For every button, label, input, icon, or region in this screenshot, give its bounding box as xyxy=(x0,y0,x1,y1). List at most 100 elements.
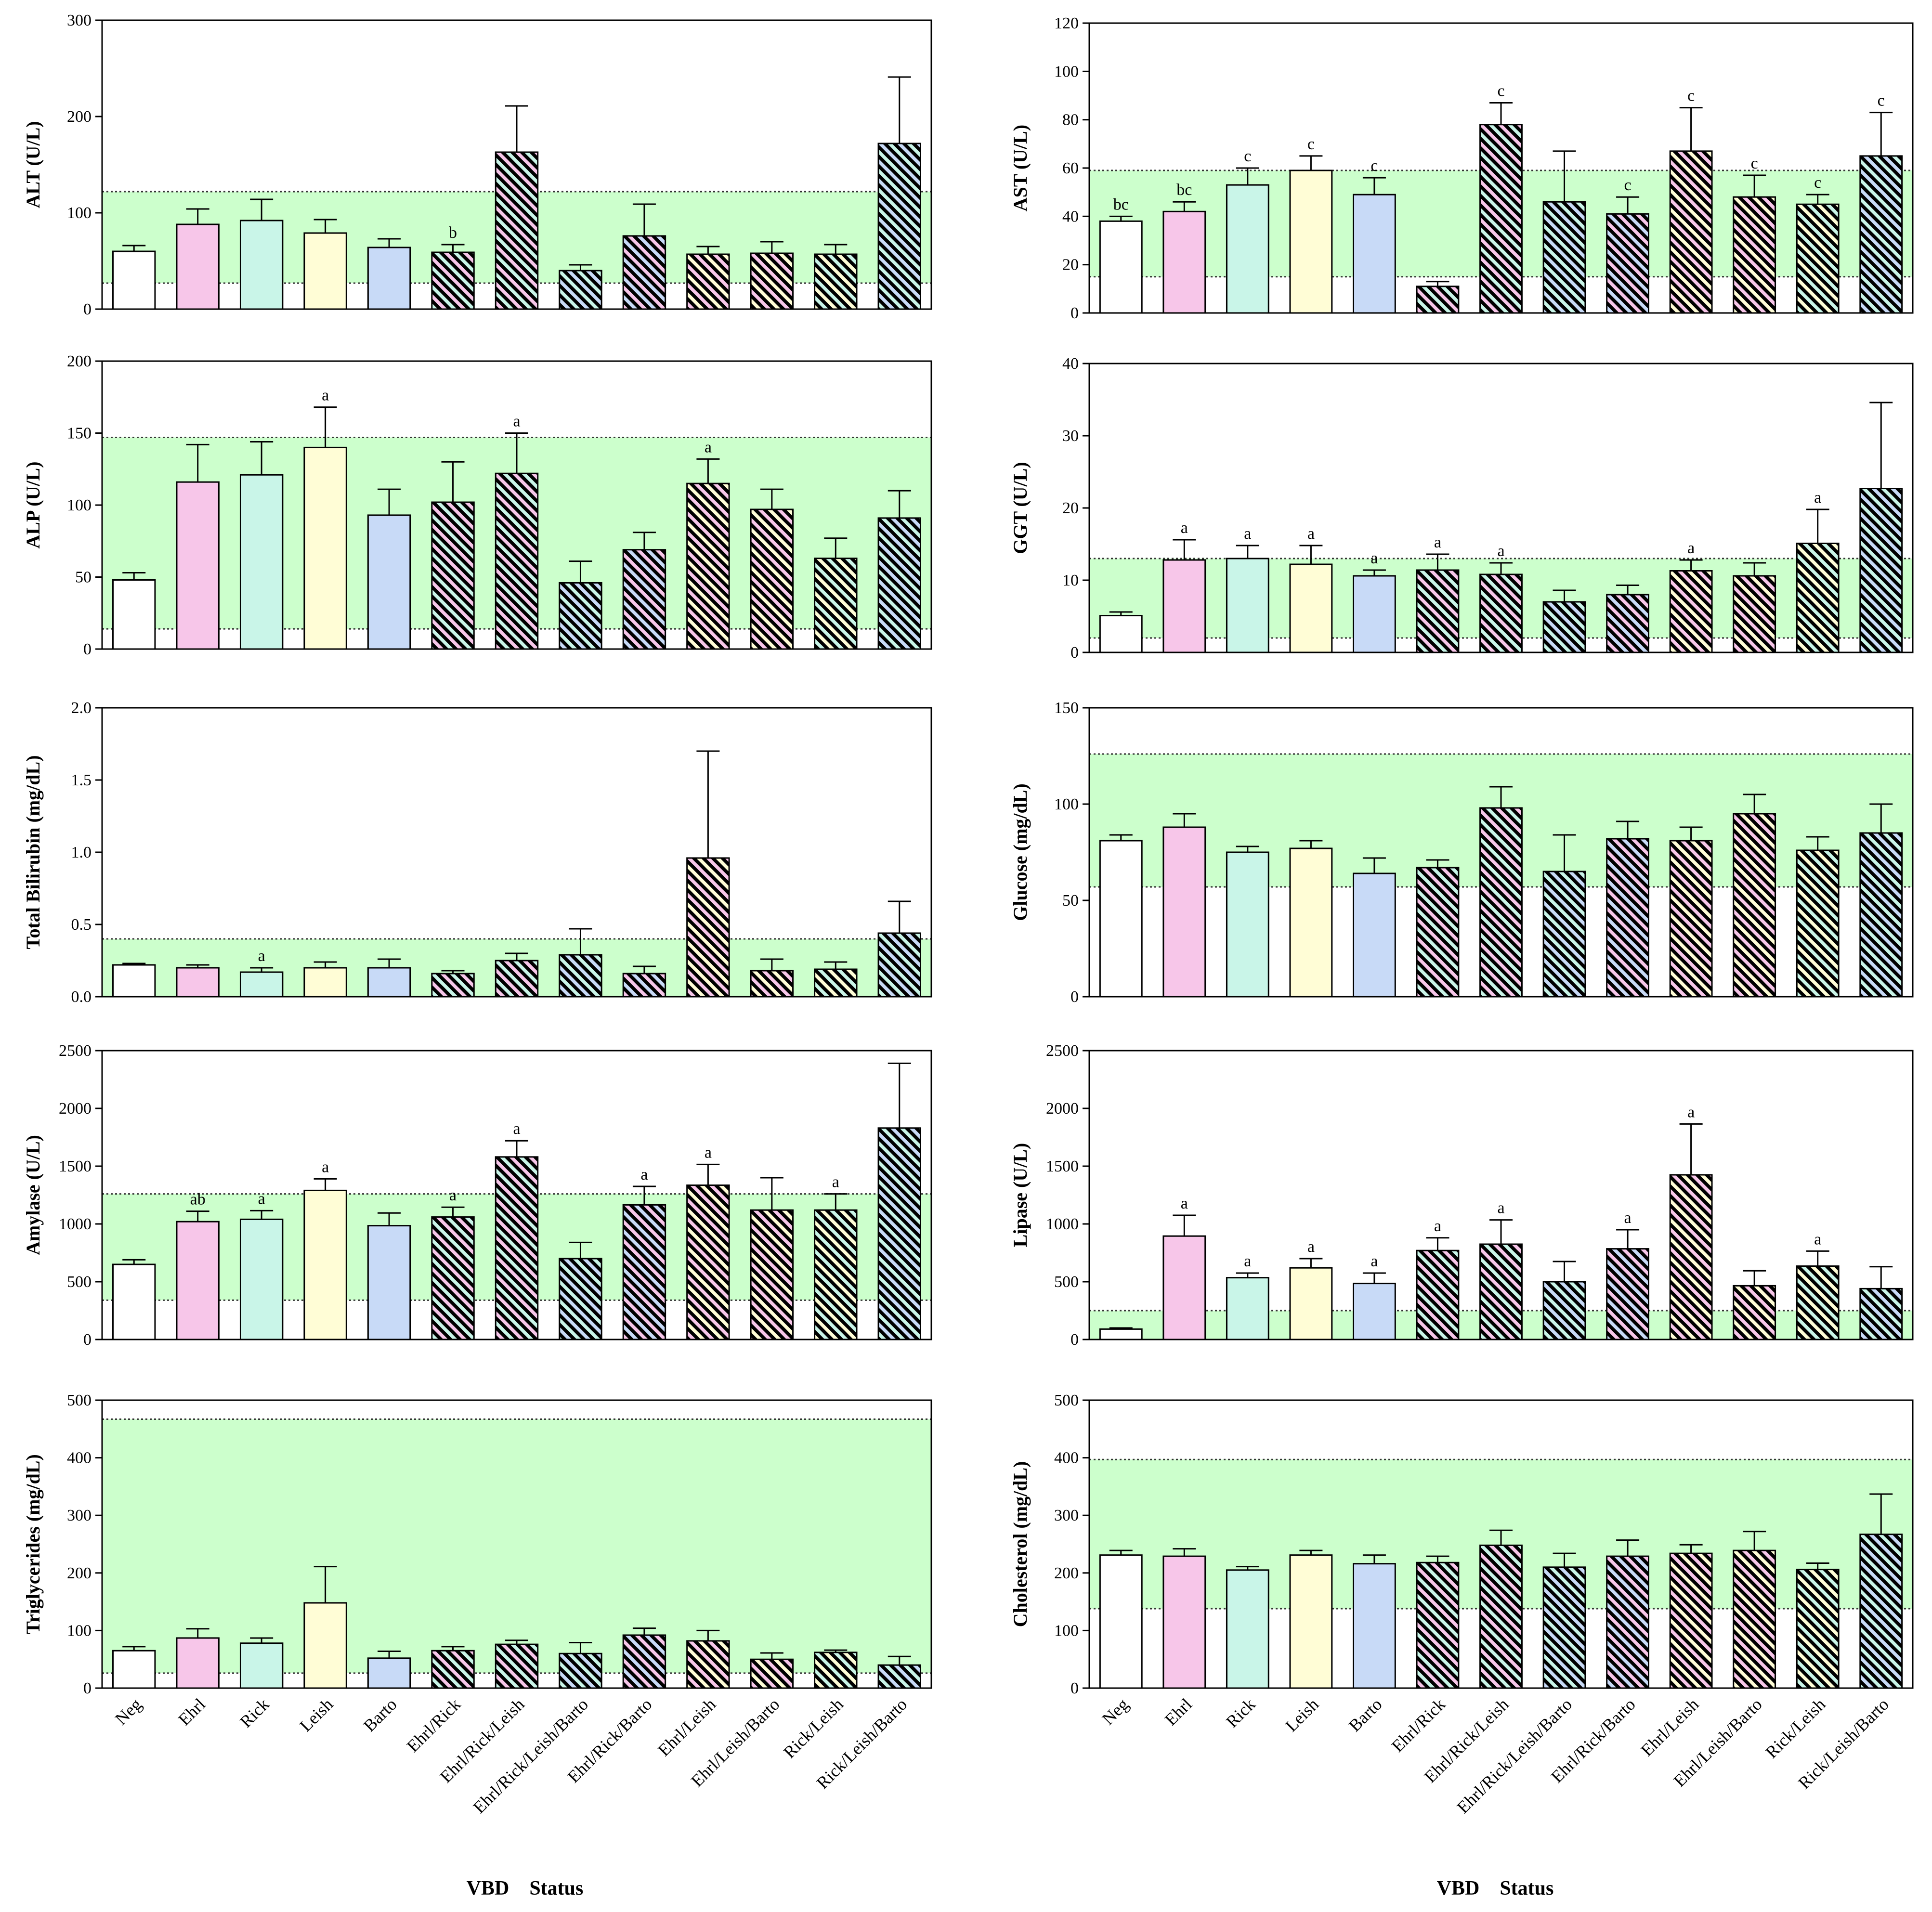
y-tick-label: 50 xyxy=(75,569,91,586)
bar xyxy=(495,1643,539,1689)
category-label: Rick/Leish xyxy=(780,1694,847,1762)
bar xyxy=(495,472,539,650)
y-tick-label: 10 xyxy=(1062,572,1079,589)
bar xyxy=(1226,851,1269,998)
y-tick-label: 0 xyxy=(83,640,91,658)
significance-letter: a xyxy=(322,1158,329,1176)
bar xyxy=(367,1657,411,1689)
significance-letter: a xyxy=(1181,519,1188,537)
significance-letter: a xyxy=(832,1173,839,1191)
x-axis-title-left: VBD Status xyxy=(467,1877,584,1899)
plot-frame xyxy=(1088,1399,1914,1689)
bar xyxy=(877,1664,921,1689)
category-label: Barto xyxy=(360,1694,401,1735)
plot-frame xyxy=(1088,1050,1914,1340)
y-tick-label: 2500 xyxy=(59,1042,91,1060)
bar xyxy=(176,481,220,650)
bar xyxy=(1606,1248,1649,1340)
category-label: Rick/Leish xyxy=(1762,1694,1829,1762)
y-tick-label: 1000 xyxy=(1046,1215,1079,1233)
significance-letter: a xyxy=(1434,533,1441,551)
y-tick-label: 0.5 xyxy=(71,916,92,934)
y-tick-label: 0.0 xyxy=(71,988,92,1006)
bar xyxy=(559,954,602,998)
significance-letter: a xyxy=(449,1186,457,1204)
category-label: Ehrl/Leish xyxy=(1637,1694,1703,1760)
significance-letter: a xyxy=(1371,549,1378,567)
bar xyxy=(303,1189,347,1340)
y-axis-label: Amylase (U/L) xyxy=(22,1135,44,1255)
significance-letter: c xyxy=(1814,174,1821,192)
significance-letter: a xyxy=(1814,1230,1821,1248)
bar xyxy=(1289,1267,1333,1340)
bar xyxy=(1289,1554,1333,1689)
bar xyxy=(622,549,666,650)
bar xyxy=(686,1640,730,1689)
significance-letter: ab xyxy=(190,1191,206,1209)
bar xyxy=(1099,220,1143,314)
y-tick-label: 0 xyxy=(1070,644,1079,662)
y-tick-label: 80 xyxy=(1062,111,1079,129)
bar xyxy=(750,1209,794,1340)
significance-letter: a xyxy=(1497,542,1504,560)
bar xyxy=(1733,1549,1776,1689)
significance-letter: a xyxy=(1307,1238,1315,1256)
category-label: Leish xyxy=(296,1694,337,1735)
bar xyxy=(112,579,156,650)
bar xyxy=(686,857,730,998)
bar xyxy=(1416,867,1460,998)
category-label: Neg xyxy=(111,1694,145,1729)
bar xyxy=(559,582,602,650)
y-tick-label: 500 xyxy=(67,1392,91,1409)
bar xyxy=(431,973,475,998)
significance-letter: a xyxy=(258,947,265,965)
bar xyxy=(1226,558,1269,653)
significance-letter: a xyxy=(1244,1252,1251,1270)
y-tick-label: 20 xyxy=(1062,499,1079,517)
y-tick-label: 2.0 xyxy=(71,699,92,717)
significance-letter: a xyxy=(322,387,329,404)
bar xyxy=(431,501,475,650)
y-tick-label: 0 xyxy=(1070,304,1079,322)
y-tick-label: 40 xyxy=(1062,355,1079,373)
y-tick-label: 0 xyxy=(1070,1679,1079,1697)
y-tick-label: 50 xyxy=(1062,892,1079,910)
bar xyxy=(1479,1544,1523,1689)
y-tick-label: 120 xyxy=(1054,14,1079,32)
category-label: Ehrl/Rick xyxy=(1388,1694,1449,1756)
bar xyxy=(1606,1555,1649,1689)
bar xyxy=(686,1184,730,1340)
bar xyxy=(1796,849,1840,998)
chart-panel: a a a a a a a a a 0 500 1000 1500 2000 2500 Lipase (U/L… xyxy=(1009,1042,1914,1349)
y-tick-label: 500 xyxy=(1054,1392,1079,1409)
bar xyxy=(1289,169,1333,314)
bar xyxy=(1606,838,1649,998)
bar xyxy=(559,1258,602,1340)
bar xyxy=(1289,563,1333,653)
bar xyxy=(1353,1563,1396,1689)
chart-panel: ab a a a a a a a 0 500 1000 1500 2000 2500 Amylase (U/… xyxy=(22,1042,932,1349)
bar xyxy=(495,960,539,998)
y-tick-label: 1500 xyxy=(59,1158,91,1175)
bar xyxy=(1859,1534,1903,1689)
bar xyxy=(1669,150,1713,314)
y-tick-label: 300 xyxy=(1054,1507,1079,1524)
y-tick-label: 1.0 xyxy=(71,844,92,861)
chart-panel: 0 100 200 300 400 500 Triglycerides (mg/dL) Neg… xyxy=(22,1392,932,1817)
significance-letter: a xyxy=(1624,1209,1632,1227)
bar xyxy=(1416,1249,1460,1340)
category-label: Ehrl/Rick xyxy=(403,1694,464,1756)
category-label: Ehrl xyxy=(174,1694,209,1729)
category-label: Rick xyxy=(236,1694,273,1731)
bar xyxy=(622,235,666,310)
bar xyxy=(1859,832,1903,998)
significance-letter: c xyxy=(1624,176,1632,194)
y-axis-label: ALT (U/L) xyxy=(22,121,44,208)
bar xyxy=(112,1650,156,1689)
significance-letter: a xyxy=(1687,539,1695,557)
significance-letter: c xyxy=(1497,82,1504,100)
bar xyxy=(1859,155,1903,314)
category-label: Neg xyxy=(1098,1694,1133,1729)
bar xyxy=(112,964,156,998)
